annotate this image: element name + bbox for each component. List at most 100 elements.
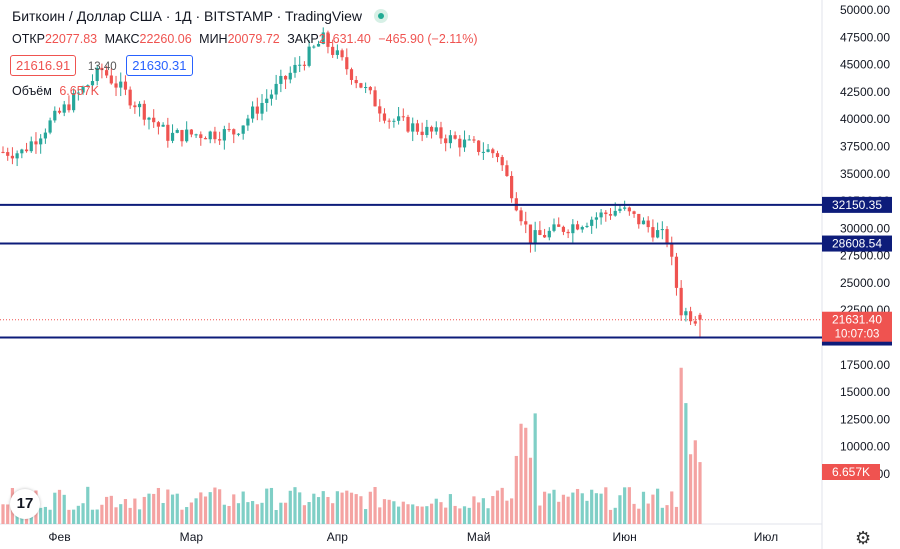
volume-bar xyxy=(519,423,523,524)
volume-bar xyxy=(274,510,278,524)
candle-body xyxy=(302,64,307,66)
last-price-badge xyxy=(822,311,892,342)
volume-bar xyxy=(434,498,438,524)
symbol-title[interactable]: Биткоин / Доллар США · 1Д · BITSTAMP · T… xyxy=(12,8,388,24)
candle-body xyxy=(637,213,641,225)
volume-bar xyxy=(241,491,245,524)
volume-bar xyxy=(43,506,47,524)
price-tick-label: 15000.00 xyxy=(840,385,890,399)
volume-bar xyxy=(142,496,146,524)
candle-body xyxy=(109,75,113,84)
volume-bar xyxy=(448,494,452,524)
volume-bar xyxy=(429,503,434,524)
candle-body xyxy=(627,207,631,212)
candle-body xyxy=(316,43,321,47)
price-tick-label: 27500.00 xyxy=(840,249,890,263)
time-tick-label: Май xyxy=(467,530,491,544)
volume-bar xyxy=(175,493,179,524)
candle-body xyxy=(552,224,556,231)
low-value: 20079.72 xyxy=(227,32,280,46)
candle-body xyxy=(194,134,198,136)
candle-body xyxy=(119,81,123,88)
volume-bar xyxy=(571,492,575,524)
candle-body xyxy=(557,224,561,227)
volume-bar xyxy=(665,505,669,524)
volume-bar xyxy=(283,502,288,524)
candle-body xyxy=(137,103,142,108)
volume-bar xyxy=(166,489,170,524)
candle-body xyxy=(382,113,387,121)
volume-bar xyxy=(86,486,90,524)
volume-bar xyxy=(340,492,344,524)
candle-body xyxy=(24,149,29,152)
volume-bar xyxy=(646,503,650,524)
price-tick-label: 30000.00 xyxy=(840,221,890,235)
volume-bar xyxy=(152,493,156,524)
volume-bar xyxy=(321,491,325,524)
volume-bar xyxy=(199,492,203,524)
candle-body xyxy=(693,321,697,324)
candle-body xyxy=(594,217,598,220)
volume-bar xyxy=(458,508,462,524)
volume-last-badge xyxy=(822,464,880,480)
candle-body xyxy=(222,129,226,141)
level-price-badge xyxy=(822,235,892,252)
candle-body xyxy=(307,46,311,66)
candle-body xyxy=(406,116,410,132)
market-status-icon[interactable] xyxy=(373,9,388,23)
sell-button[interactable]: 21616.91 xyxy=(10,55,77,76)
buy-button[interactable]: 21630.31 xyxy=(126,55,193,76)
volume-bar xyxy=(251,501,255,524)
candle-body xyxy=(213,131,217,140)
volume-bar xyxy=(684,403,688,524)
candle-body xyxy=(528,224,533,245)
trade-panel: 21616.91 13.40 21630.31 xyxy=(10,55,193,76)
volume-bar xyxy=(387,499,391,524)
volume-bar xyxy=(411,504,415,524)
price-tick-label: 25000.00 xyxy=(840,276,890,290)
candle-body xyxy=(156,122,161,127)
candle-body xyxy=(354,79,358,84)
volume-bar xyxy=(307,502,311,524)
candle-body xyxy=(538,230,542,235)
candle-body xyxy=(57,110,62,113)
volume-bar xyxy=(552,489,556,524)
candle-body xyxy=(599,212,603,218)
candle-body xyxy=(67,104,71,111)
candle-body xyxy=(684,311,688,316)
tradingview-logo-icon[interactable]: 17 xyxy=(10,489,40,519)
candle-body xyxy=(698,314,702,320)
volume-bar xyxy=(364,509,368,524)
candle-body xyxy=(331,46,335,55)
candle-body xyxy=(20,149,24,154)
volume-bar xyxy=(114,507,118,524)
volume-bar xyxy=(670,491,674,524)
candle-body xyxy=(604,212,608,215)
volume-bar xyxy=(128,507,132,524)
candle-body xyxy=(439,127,443,139)
candle-body xyxy=(590,219,594,226)
volume-bar xyxy=(57,489,62,524)
candle-body xyxy=(81,86,85,93)
volume-bar xyxy=(392,501,396,524)
candle-body xyxy=(364,87,368,89)
candle-body xyxy=(95,67,99,82)
price-tick-label: 37500.00 xyxy=(840,139,890,153)
candle-body xyxy=(477,140,481,152)
candle-body xyxy=(580,227,584,230)
candle-body xyxy=(62,104,66,113)
volume-bar xyxy=(288,490,292,524)
candle-body xyxy=(208,131,212,140)
candle-body xyxy=(283,75,288,80)
candle-body xyxy=(166,124,170,141)
price-tick-label: 12500.00 xyxy=(840,412,890,426)
time-tick-label: Июл xyxy=(754,530,778,544)
candle-body xyxy=(147,117,151,120)
gear-icon[interactable]: ⚙ xyxy=(855,528,872,548)
candle-body xyxy=(6,152,10,156)
volume-bar xyxy=(147,493,151,524)
volume-bar xyxy=(95,509,99,524)
candle-body xyxy=(312,46,316,48)
price-axis-bg xyxy=(822,0,900,549)
